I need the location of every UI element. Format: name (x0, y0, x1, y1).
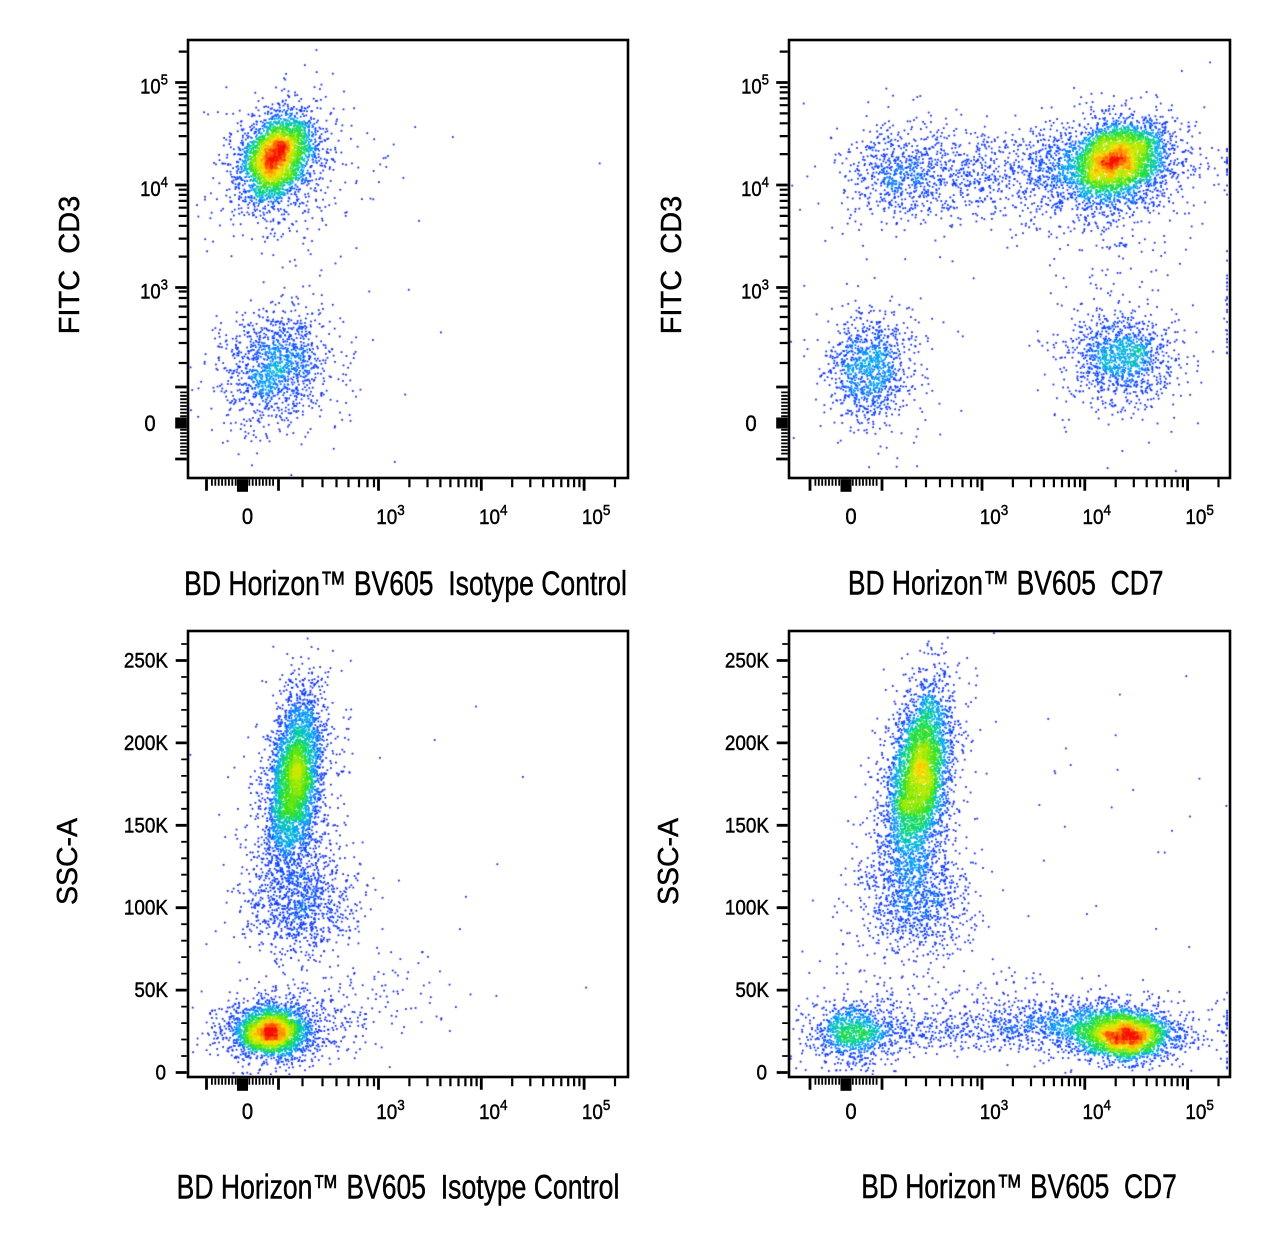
svg-text:50K: 50K (134, 979, 168, 1002)
svg-text:0: 0 (155, 1062, 166, 1085)
svg-text:200K: 200K (725, 732, 770, 755)
svg-text:SSC-A: SSC-A (653, 818, 685, 905)
svg-text:105: 105 (1185, 1097, 1214, 1124)
svg-text:150K: 150K (725, 814, 770, 837)
svg-text:0: 0 (845, 1100, 856, 1124)
svg-text:BD Horizon™ BV605 Isotype Con: BD Horizon™ BV605 Isotype Control (184, 565, 627, 603)
svg-text:103: 103 (376, 1097, 405, 1124)
svg-text:105: 105 (140, 71, 168, 99)
svg-text:FITC CD3: FITC CD3 (54, 196, 86, 335)
svg-text:104: 104 (1083, 502, 1112, 529)
svg-text:105: 105 (582, 1097, 611, 1124)
svg-text:250K: 250K (124, 650, 169, 673)
svg-text:103: 103 (980, 502, 1009, 529)
svg-text:0: 0 (242, 505, 253, 529)
svg-text:100K: 100K (725, 897, 770, 920)
svg-text:0: 0 (745, 412, 756, 436)
svg-text:104: 104 (479, 502, 508, 529)
svg-text:200K: 200K (124, 732, 169, 755)
svg-text:150K: 150K (124, 814, 169, 837)
svg-text:103: 103 (980, 1097, 1009, 1124)
svg-text:105: 105 (741, 71, 769, 99)
svg-text:BD Horizon™ BV605 CD7: BD Horizon™ BV605 CD7 (848, 564, 1164, 602)
svg-text:BD Horizon™ BV605 CD7: BD Horizon™ BV605 CD7 (861, 1168, 1177, 1206)
svg-text:103: 103 (376, 502, 405, 529)
svg-text:103: 103 (140, 276, 168, 304)
svg-text:0: 0 (756, 1062, 767, 1085)
svg-text:BD Horizon™ BV605 Isotype Con: BD Horizon™ BV605 Isotype Control (177, 1169, 620, 1207)
svg-text:50K: 50K (735, 979, 769, 1002)
svg-text:105: 105 (582, 502, 611, 529)
svg-text:104: 104 (741, 173, 769, 201)
svg-text:104: 104 (140, 173, 168, 201)
svg-text:0: 0 (242, 1100, 253, 1124)
svg-text:250K: 250K (725, 650, 770, 673)
svg-text:0: 0 (144, 412, 155, 436)
svg-text:SSC-A: SSC-A (52, 818, 84, 905)
svg-text:105: 105 (1185, 502, 1214, 529)
svg-text:104: 104 (1083, 1097, 1112, 1124)
svg-text:103: 103 (741, 276, 769, 304)
svg-text:104: 104 (479, 1097, 508, 1124)
svg-text:FITC CD3: FITC CD3 (656, 196, 688, 335)
svg-text:0: 0 (845, 505, 856, 529)
svg-text:100K: 100K (124, 897, 169, 920)
